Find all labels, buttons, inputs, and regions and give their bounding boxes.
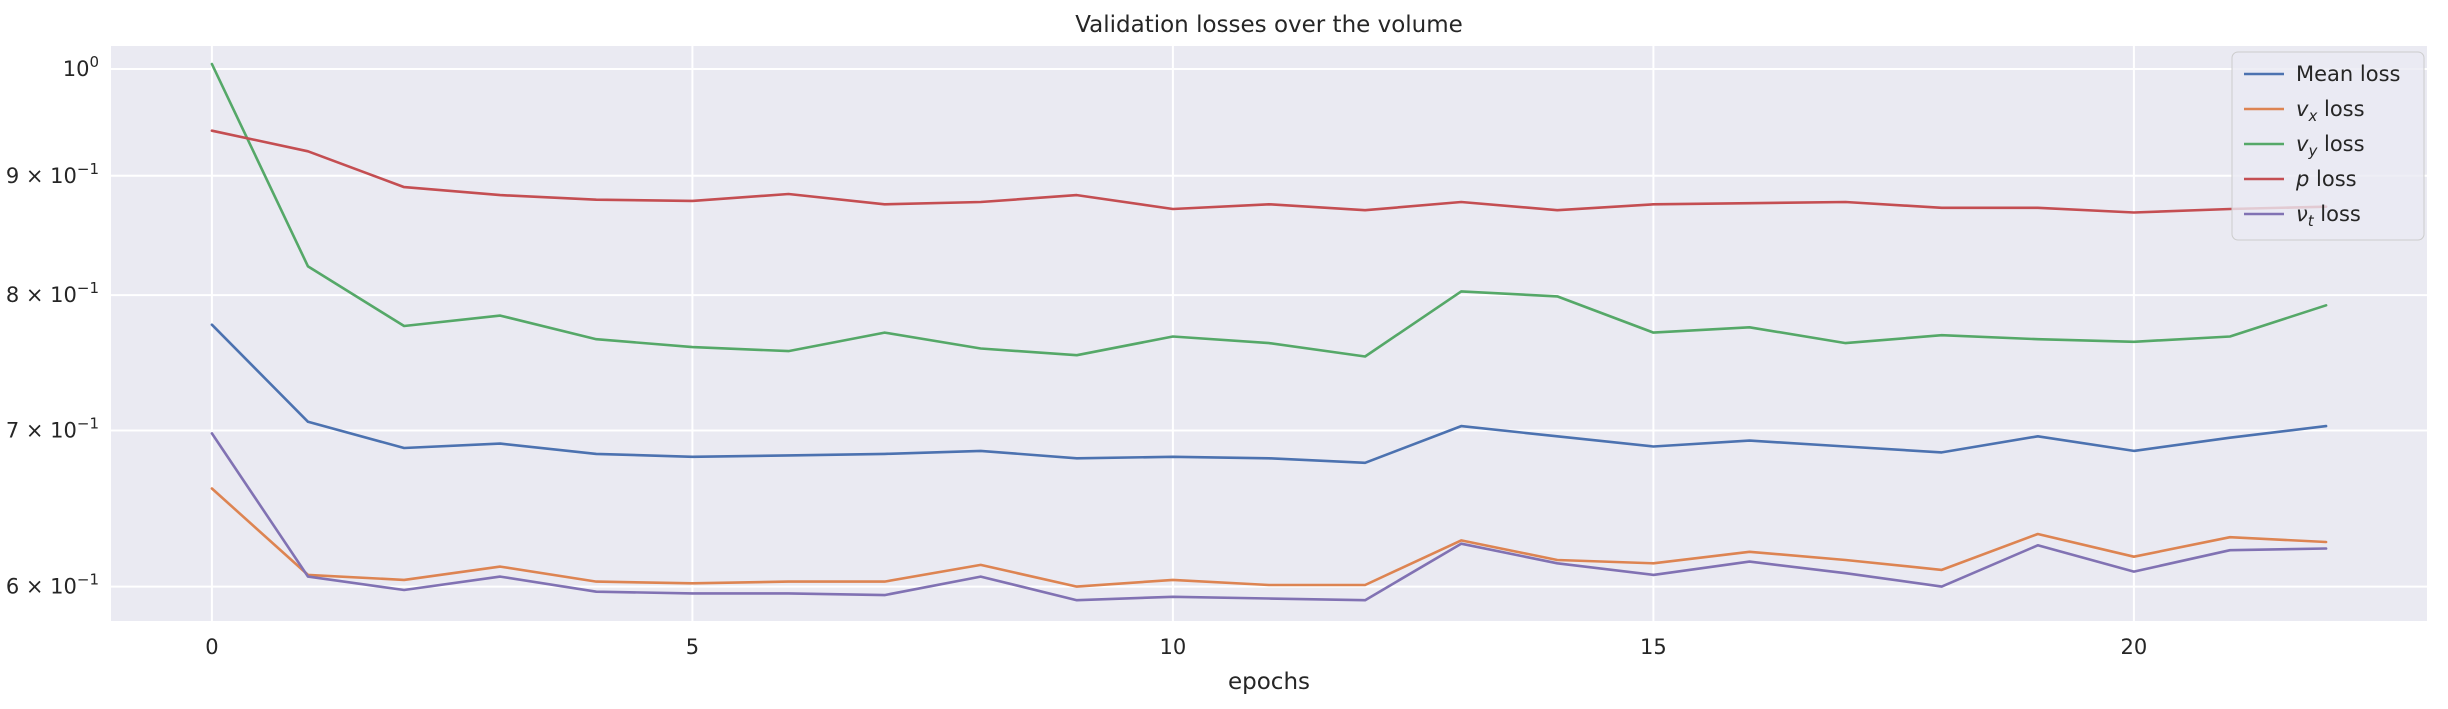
series-line-3 [210,129,2328,214]
x-tick-label: 15 [1640,635,1667,659]
y-tick-label: 100 [63,53,99,81]
series-line-1 [210,487,2328,588]
legend-label: vx loss [2296,97,2365,125]
plot-area [111,46,2427,621]
y-tick-label: 7 × 10−1 [6,414,99,442]
legend-label: νt loss [2296,202,2361,230]
series-line-4 [210,432,2328,602]
y-tick-label: 6 × 10−1 [6,571,99,599]
chart-title: Validation losses over the volume [1075,12,1463,38]
x-tick-label: 20 [2121,635,2148,659]
x-tick-label: 0 [205,635,218,659]
y-tick-label: 9 × 10−1 [6,160,99,188]
legend-label: vy loss [2296,132,2365,160]
series-line-0 [210,323,2328,465]
legend-label: p loss [2295,167,2357,191]
x-tick-labels: 0 5 10 15 20 [205,635,2147,659]
x-axis-label: epochs [1228,669,1310,695]
grid-lines [111,46,2427,621]
legend-box [2231,51,2425,241]
x-tick-label: 5 [686,635,699,659]
series-line-2 [210,62,2328,358]
y-tick-label: 8 × 10−1 [6,279,99,307]
series-lines [210,62,2328,602]
legend-label: Mean loss [2296,62,2400,86]
legend: Mean loss vx loss vy loss p loss νt loss [2231,51,2425,241]
x-tick-label: 10 [1160,635,1187,659]
y-tick-labels: 100 9 × 10−1 8 × 10−1 7 × 10−1 6 × 10−1 [6,53,99,599]
